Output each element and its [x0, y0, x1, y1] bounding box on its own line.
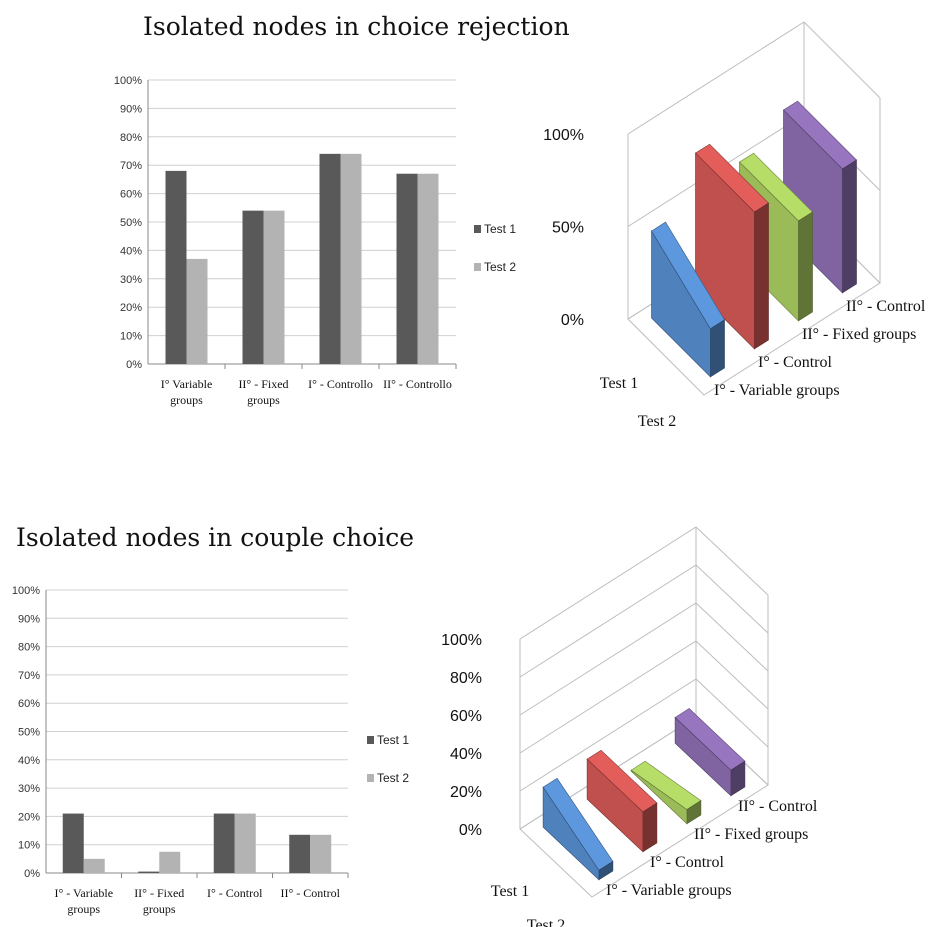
bar	[186, 258, 208, 364]
y-tick-label: 40%	[120, 245, 142, 257]
wall-gridline	[627, 21, 881, 135]
bar-3d-front	[651, 230, 711, 378]
bar	[165, 170, 187, 364]
wall-gridline	[519, 526, 769, 640]
legend-label: Test 1	[484, 222, 516, 236]
y-tick-label: 60%	[18, 698, 40, 710]
bar	[83, 858, 105, 873]
y-tick-label: 100%	[12, 585, 40, 597]
y-tick-label: 70%	[120, 160, 142, 172]
x-tick-label: I° - Variable	[54, 886, 113, 900]
depth-axis-label: II° - Fixed groups	[694, 826, 808, 843]
bar-3d-front	[630, 769, 688, 825]
x-tick-label: Test 2	[638, 413, 676, 430]
x-tick-label: Test 1	[491, 883, 529, 900]
y-tick-label: 10%	[120, 331, 142, 343]
x-tick-label: I° Variable	[161, 377, 213, 391]
legend-swatch	[367, 774, 374, 782]
bar-3d-front	[542, 786, 600, 881]
depth-axis-label: II° - Control	[738, 798, 818, 815]
y-tick-label: 100%	[543, 127, 584, 144]
y-tick-label: 20%	[120, 302, 142, 314]
bar-3d-side	[754, 202, 769, 350]
legend-label: Test 2	[377, 771, 409, 785]
y-tick-label: 80%	[18, 642, 40, 654]
bar	[138, 871, 160, 873]
wall-gridline	[519, 602, 769, 716]
bar	[159, 851, 181, 873]
bar	[289, 834, 311, 873]
legend-swatch	[474, 225, 481, 233]
y-tick-label: 40%	[450, 746, 482, 763]
bar-3d-front	[586, 758, 644, 853]
y-tick-label: 0%	[24, 868, 40, 880]
y-tick-label: 20%	[18, 811, 40, 823]
bar	[234, 813, 256, 873]
y-tick-label: 50%	[120, 217, 142, 229]
x-tick-label: groups	[67, 902, 100, 916]
bar-3d-side	[842, 159, 857, 294]
x-tick-label: II° - Control	[281, 886, 341, 900]
bar	[310, 834, 332, 873]
legend-label: Test 2	[484, 260, 516, 274]
y-tick-label: 70%	[18, 670, 40, 682]
bar	[213, 813, 235, 873]
x-tick-label: II° - Fixed	[238, 377, 288, 391]
wall-gridline	[519, 640, 769, 754]
x-tick-label: groups	[247, 393, 280, 407]
y-tick-label: 100%	[114, 75, 142, 87]
y-tick-label: 50%	[552, 220, 584, 237]
chart-title-bottom: Isolated nodes in couple choice	[16, 523, 415, 552]
bar-3d-side	[710, 319, 725, 378]
legend-swatch	[367, 736, 374, 744]
legend-label: Test 1	[377, 733, 409, 747]
y-tick-label: 30%	[120, 274, 142, 286]
y-tick-label: 30%	[18, 783, 40, 795]
y-tick-label: 50%	[18, 727, 40, 739]
y-tick-label: 90%	[120, 103, 142, 115]
y-tick-label: 0%	[126, 359, 142, 371]
bar	[340, 153, 362, 364]
depth-axis-label: I° - Variable groups	[606, 882, 732, 899]
x-tick-label: I° - Controllo	[308, 377, 373, 391]
y-tick-label: 60%	[450, 708, 482, 725]
y-tick-label: 40%	[18, 755, 40, 767]
x-tick-label: II° - Controllo	[383, 377, 452, 391]
y-tick-label: 80%	[450, 670, 482, 687]
y-tick-label: 20%	[450, 784, 482, 801]
x-tick-label: groups	[143, 902, 176, 916]
depth-axis-label: I° - Control	[650, 854, 725, 871]
y-tick-label: 0%	[561, 312, 584, 329]
y-tick-label: 100%	[441, 632, 482, 649]
bar	[396, 173, 418, 364]
y-tick-label: 10%	[18, 840, 40, 852]
y-tick-label: 80%	[120, 132, 142, 144]
y-tick-label: 60%	[120, 189, 142, 201]
bar-3d-side	[642, 802, 658, 853]
x-tick-label: Test 2	[527, 917, 565, 927]
depth-axis-label: II° - Control	[846, 298, 926, 315]
depth-axis-label: I° - Variable groups	[714, 382, 840, 399]
legend-swatch	[474, 263, 481, 271]
depth-axis-label: II° - Fixed groups	[802, 326, 916, 343]
chart-title-top: Isolated nodes in choice rejection	[143, 12, 570, 41]
wall-gridline	[519, 564, 769, 678]
x-tick-label: I° - Control	[207, 886, 263, 900]
bar-3d-front	[674, 716, 732, 797]
floor	[519, 716, 769, 898]
x-tick-label: Test 1	[600, 375, 638, 392]
bar	[319, 153, 341, 364]
y-tick-label: 90%	[18, 613, 40, 625]
bar	[62, 813, 84, 873]
depth-axis-label: I° - Control	[758, 354, 833, 371]
x-tick-label: groups	[170, 393, 203, 407]
bar-3d-side	[798, 211, 813, 322]
x-tick-label: II° - Fixed	[134, 886, 184, 900]
y-tick-label: 0%	[459, 822, 482, 839]
bar	[263, 210, 285, 364]
bar	[417, 173, 439, 364]
bar	[242, 210, 264, 364]
